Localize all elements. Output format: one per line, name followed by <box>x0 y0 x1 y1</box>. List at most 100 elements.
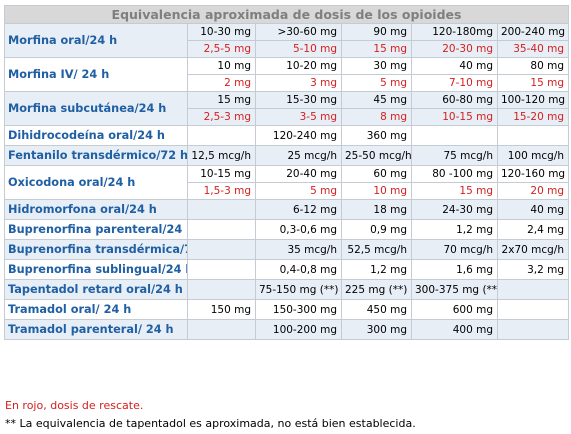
rescue-dose-cell: 10 mg <box>341 182 412 200</box>
table-row: Morfina oral/24 h 10-30 mg >30-60 mg 90 mg 1… <box>4 23 569 58</box>
dose-cell: 100-120 mg <box>497 91 569 109</box>
dose-cell <box>187 279 256 300</box>
rescue-dose-cell: 15 mg <box>497 74 569 92</box>
dose-cell <box>187 199 256 220</box>
table-row: Buprenorfina transdérmica/72 h 35 mcg/h52… <box>4 239 569 260</box>
table-row: Tramadol parenteral/ 24 h 100-200 mg 300 m… <box>4 319 569 340</box>
dose-cell: 30 mg <box>341 57 412 75</box>
rescue-dose-cell: 3-5 mg <box>255 108 342 126</box>
rescue-dose-cell: 8 mg <box>341 108 412 126</box>
dose-cell: 15 mg <box>187 91 256 109</box>
dose-cell: 300 mg <box>341 319 412 340</box>
drug-name: Dihidrocodeína oral/24 h <box>4 125 188 146</box>
drug-name: Tramadol parenteral/ 24 h <box>4 319 188 340</box>
dose-cell: 90 mg <box>341 23 412 41</box>
rescue-row: 2,5-3 mg 3-5 mg 8 mg 10-15 mg 15-20 mg <box>5 108 569 126</box>
table-row: Fentanilo transdérmico/72 h 12,5 mcg/h 25 … <box>4 145 569 166</box>
dose-cell <box>497 279 569 300</box>
dose-cell: 60-80 mg <box>411 91 498 109</box>
dose-cell: 12,5 mcg/h <box>187 145 256 166</box>
dose-cell: 2x70 mcg/h <box>497 239 569 260</box>
dose-cell: 0,3-0,6 mg <box>255 219 342 240</box>
footnotes: En rojo, dosis de rescate. ** La equival… <box>5 397 416 433</box>
dose-cell: 20-40 mg <box>255 165 342 183</box>
dose-cell: 2,4 mg <box>497 219 569 240</box>
dose-cell: 24-30 mg <box>411 199 498 220</box>
table-row: Oxicodona oral/24 h 10-15 mg 20-40 mg 60 mg… <box>4 165 569 200</box>
rescue-dose-cell: 7-10 mg <box>411 74 498 92</box>
dose-cell <box>187 219 256 240</box>
table-row: Buprenorfina parenteral/24 h 0,3-0,6 mg 0,… <box>4 219 569 240</box>
dose-cell: 10-20 mg <box>255 57 342 75</box>
drug-name: Tramadol oral/ 24 h <box>4 299 188 320</box>
dose-cell: 400 mg <box>411 319 498 340</box>
rescue-row: 2,5-5 mg 5-10 mg 15 mg 20-30 mg 35-40 mg <box>5 40 569 58</box>
dose-cell: 52,5 mcg/h <box>341 239 412 260</box>
rescue-note: En rojo, dosis de rescate. <box>5 399 144 412</box>
dose-cell: 225 mg (**) <box>341 279 412 300</box>
rescue-dose-cell: 3 mg <box>255 74 342 92</box>
table-row: Tapentadol retard oral/24 h (**) 75-150 m… <box>4 279 569 300</box>
dose-cell: 360 mg <box>341 125 412 146</box>
dose-cell: 10 mg <box>187 57 256 75</box>
dose-cell: 3,2 mg <box>497 259 569 280</box>
rescue-dose-cell: 2,5-5 mg <box>187 40 256 58</box>
rescue-dose-cell: 15 mg <box>341 40 412 58</box>
table-row: Morfina subcutánea/24 h 15 mg 15-30 mg 45 m… <box>4 91 569 126</box>
dose-cell <box>497 299 569 320</box>
dose-cell: 120-160 mg <box>497 165 569 183</box>
dose-cell: 25-50 mcg/h <box>341 145 412 166</box>
dose-cell: 40 mg <box>411 57 498 75</box>
dose-cell: 40 mg <box>497 199 569 220</box>
rescue-dose-cell: 5 mg <box>255 182 342 200</box>
dose-cell <box>187 125 256 146</box>
table-row: Dihidrocodeína oral/24 h 120-240 mg 360 mg <box>4 125 569 146</box>
dose-cell <box>497 319 569 340</box>
dose-cell: 60 mg <box>341 165 412 183</box>
dose-cell: 0,4-0,8 mg <box>255 259 342 280</box>
dose-cell: 75 mcg/h <box>411 145 498 166</box>
dose-cell: 35 mcg/h <box>255 239 342 260</box>
dose-cell: 150-300 mg <box>255 299 342 320</box>
dose-cell: 1,6 mg <box>411 259 498 280</box>
tapentadol-note: ** La equivalencia de tapentadol es apro… <box>5 417 416 430</box>
dose-cell: 100 mcg/h <box>497 145 569 166</box>
rescue-dose-cell: 35-40 mg <box>497 40 569 58</box>
drug-name: Oxicodona oral/24 h <box>4 165 188 200</box>
table-row: Hidromorfona oral/24 h 6-12 mg 18 mg 24-30 … <box>4 199 569 220</box>
dose-cell: 25 mcg/h <box>255 145 342 166</box>
title-row: Equivalencia aproximada de dosis de los … <box>4 5 569 24</box>
dose-cell: 200-240 mg <box>497 23 569 41</box>
rescue-dose-cell: 2,5-3 mg <box>187 108 256 126</box>
dose-cell: 15-30 mg <box>255 91 342 109</box>
dose-cell: 300-375 mg (**) <box>411 279 498 300</box>
dose-cell: 150 mg <box>187 299 256 320</box>
dose-cell: 100-200 mg <box>255 319 342 340</box>
dose-cell <box>497 125 569 146</box>
dose-cell <box>187 259 256 280</box>
dose-cell: 80 -100 mg <box>411 165 498 183</box>
rescue-dose-cell: 5-10 mg <box>255 40 342 58</box>
dose-cell: 75-150 mg (**) <box>255 279 342 300</box>
rescue-dose-cell: 15 mg <box>411 182 498 200</box>
dose-cell: 0,9 mg <box>341 219 412 240</box>
rescue-dose-cell: 10-15 mg <box>411 108 498 126</box>
table-row: Buprenorfina sublingual/24 h 0,4-0,8 mg 1,… <box>4 259 569 280</box>
table-title: Equivalencia aproximada de dosis de los … <box>4 5 569 24</box>
dose-cell <box>187 319 256 340</box>
opioid-equivalence-table-container: Equivalencia aproximada de dosis de los … <box>4 5 569 340</box>
rescue-dose-cell: 20-30 mg <box>411 40 498 58</box>
drug-name: Buprenorfina parenteral/24 h <box>4 219 188 240</box>
dose-cell: 10-15 mg <box>187 165 256 183</box>
rescue-dose-cell: 2 mg <box>187 74 256 92</box>
drug-name: Morfina IV/ 24 h <box>4 57 188 92</box>
dose-cell: 120-180mg <box>411 23 498 41</box>
dose-cell: 1,2 mg <box>411 219 498 240</box>
dose-cell: 1,2 mg <box>341 259 412 280</box>
drug-name: Morfina oral/24 h <box>4 23 188 58</box>
rescue-dose-cell: 5 mg <box>341 74 412 92</box>
dose-cell: 10-30 mg <box>187 23 256 41</box>
dose-cell: 45 mg <box>341 91 412 109</box>
dose-cell <box>187 239 256 260</box>
dose-cell <box>411 125 498 146</box>
